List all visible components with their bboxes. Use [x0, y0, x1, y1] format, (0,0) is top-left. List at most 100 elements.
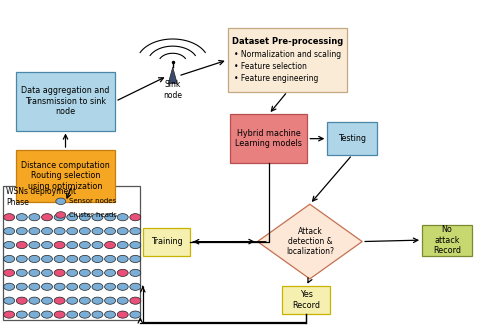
- Circle shape: [29, 228, 40, 235]
- Circle shape: [92, 228, 103, 235]
- FancyBboxPatch shape: [3, 186, 140, 320]
- Circle shape: [130, 269, 141, 276]
- Circle shape: [80, 283, 90, 290]
- Circle shape: [92, 311, 103, 318]
- Circle shape: [29, 214, 40, 221]
- Circle shape: [104, 242, 116, 249]
- Circle shape: [16, 214, 28, 221]
- Circle shape: [42, 255, 52, 262]
- Circle shape: [104, 283, 116, 290]
- Circle shape: [29, 283, 40, 290]
- Circle shape: [80, 214, 90, 221]
- Text: Training: Training: [150, 237, 182, 246]
- Circle shape: [104, 311, 116, 318]
- Circle shape: [42, 228, 52, 235]
- Circle shape: [104, 255, 116, 262]
- Text: • Normalization and scaling: • Normalization and scaling: [234, 50, 340, 59]
- Circle shape: [67, 228, 78, 235]
- FancyBboxPatch shape: [228, 28, 347, 92]
- Text: Sensor nodes: Sensor nodes: [69, 198, 116, 204]
- Circle shape: [104, 297, 116, 304]
- Circle shape: [117, 269, 128, 276]
- Circle shape: [54, 214, 65, 221]
- Circle shape: [4, 283, 15, 290]
- Text: Yes
Record: Yes Record: [292, 290, 320, 310]
- Circle shape: [80, 242, 90, 249]
- Circle shape: [130, 214, 141, 221]
- Circle shape: [92, 297, 103, 304]
- Circle shape: [42, 214, 52, 221]
- Circle shape: [54, 269, 65, 276]
- Circle shape: [130, 311, 141, 318]
- Circle shape: [54, 311, 65, 318]
- Circle shape: [117, 228, 128, 235]
- Circle shape: [16, 297, 28, 304]
- Text: Sink
node: Sink node: [163, 80, 182, 100]
- Circle shape: [4, 228, 15, 235]
- Circle shape: [16, 283, 28, 290]
- Text: Dataset Pre-processing: Dataset Pre-processing: [232, 37, 343, 46]
- Circle shape: [92, 242, 103, 249]
- Circle shape: [80, 297, 90, 304]
- FancyBboxPatch shape: [16, 72, 116, 130]
- Circle shape: [104, 228, 116, 235]
- FancyBboxPatch shape: [16, 150, 116, 202]
- Circle shape: [130, 297, 141, 304]
- Circle shape: [56, 212, 66, 218]
- Circle shape: [16, 228, 28, 235]
- Circle shape: [42, 311, 52, 318]
- Circle shape: [42, 283, 52, 290]
- Circle shape: [54, 255, 65, 262]
- Circle shape: [67, 311, 78, 318]
- FancyBboxPatch shape: [282, 286, 330, 314]
- Circle shape: [42, 297, 52, 304]
- Circle shape: [67, 255, 78, 262]
- Circle shape: [54, 242, 65, 249]
- Circle shape: [54, 283, 65, 290]
- Text: Attack
detection &
localization?: Attack detection & localization?: [286, 227, 334, 257]
- Circle shape: [29, 297, 40, 304]
- Circle shape: [80, 255, 90, 262]
- Circle shape: [16, 269, 28, 276]
- Circle shape: [130, 228, 141, 235]
- Circle shape: [92, 255, 103, 262]
- Text: Testing: Testing: [338, 134, 366, 143]
- Circle shape: [42, 269, 52, 276]
- FancyBboxPatch shape: [422, 225, 472, 256]
- Circle shape: [67, 214, 78, 221]
- Circle shape: [16, 255, 28, 262]
- Circle shape: [4, 255, 15, 262]
- Circle shape: [4, 269, 15, 276]
- Text: Hybrid machine
Learning models: Hybrid machine Learning models: [236, 129, 302, 148]
- Circle shape: [80, 269, 90, 276]
- Circle shape: [67, 269, 78, 276]
- Circle shape: [80, 311, 90, 318]
- Circle shape: [54, 297, 65, 304]
- Circle shape: [67, 283, 78, 290]
- Circle shape: [29, 311, 40, 318]
- Text: • Feature engineering: • Feature engineering: [234, 74, 318, 83]
- Circle shape: [104, 269, 116, 276]
- Circle shape: [67, 297, 78, 304]
- Circle shape: [117, 297, 128, 304]
- Circle shape: [42, 242, 52, 249]
- Circle shape: [56, 198, 66, 204]
- Circle shape: [117, 242, 128, 249]
- Circle shape: [4, 214, 15, 221]
- Text: Distance computation
Routing selection
using optimization: Distance computation Routing selection u…: [21, 161, 110, 191]
- Circle shape: [104, 214, 116, 221]
- Circle shape: [92, 269, 103, 276]
- Text: No
attack
Record: No attack Record: [433, 225, 461, 255]
- Circle shape: [80, 228, 90, 235]
- FancyBboxPatch shape: [328, 123, 377, 155]
- Circle shape: [29, 242, 40, 249]
- Circle shape: [130, 283, 141, 290]
- Circle shape: [130, 255, 141, 262]
- Circle shape: [4, 297, 15, 304]
- Circle shape: [130, 242, 141, 249]
- Circle shape: [29, 255, 40, 262]
- FancyBboxPatch shape: [230, 114, 308, 163]
- FancyBboxPatch shape: [143, 228, 190, 256]
- Circle shape: [54, 228, 65, 235]
- Text: Cluster heads: Cluster heads: [69, 212, 117, 218]
